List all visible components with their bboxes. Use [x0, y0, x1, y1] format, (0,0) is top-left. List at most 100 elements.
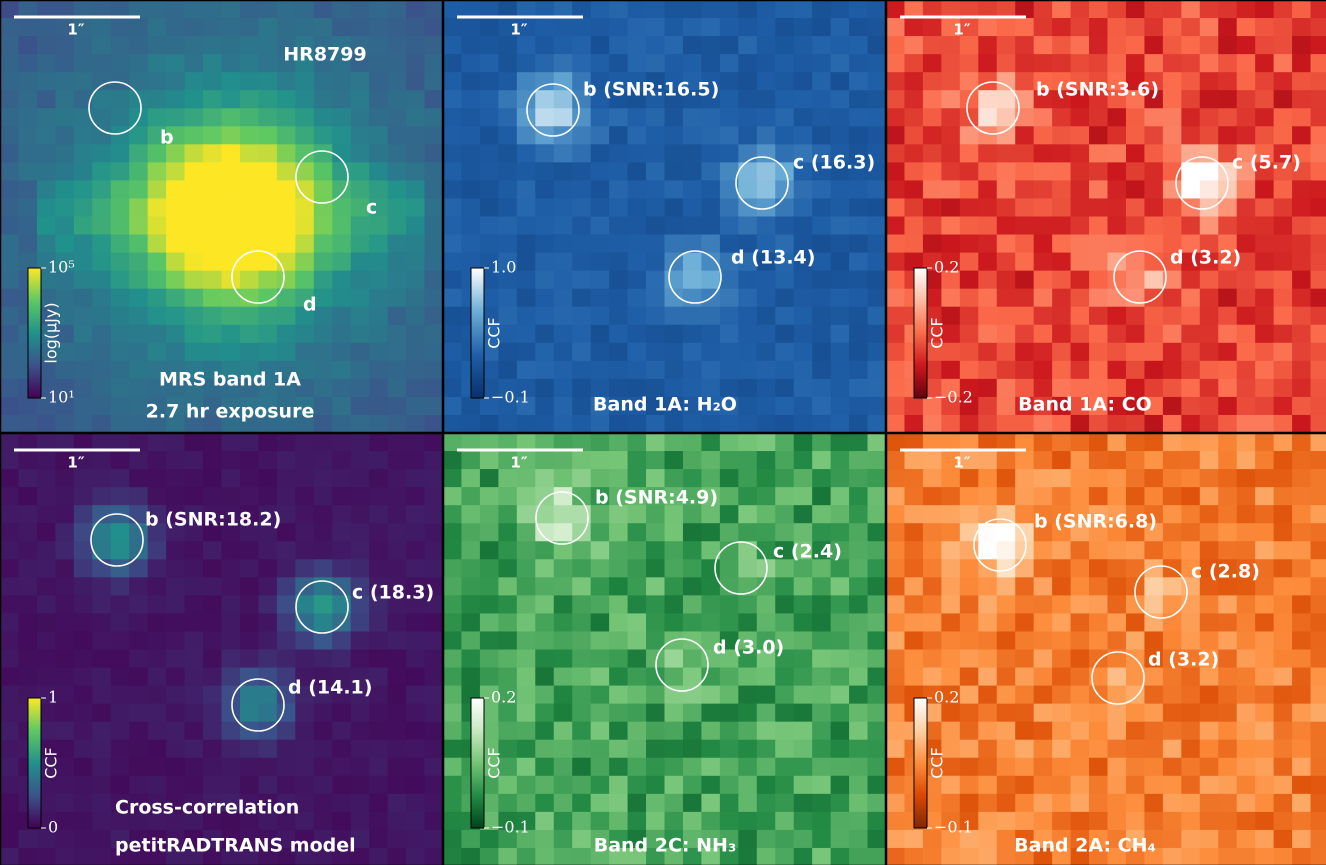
pixel: [867, 360, 887, 380]
pixel: [166, 451, 186, 470]
pixel: [1107, 396, 1127, 416]
pixel: [369, 342, 389, 362]
pixel: [793, 216, 813, 236]
pixel: [701, 487, 721, 506]
planet-circle: [735, 156, 789, 210]
pixel: [258, 757, 278, 777]
pixel: [184, 324, 204, 344]
pixel: [646, 288, 665, 308]
pixel: [92, 306, 112, 326]
pixel: [73, 757, 93, 777]
pixel: [184, 523, 204, 542]
pixel: [498, 631, 518, 650]
pixel: [1162, 252, 1182, 272]
pixel: [553, 703, 573, 723]
pixel: [221, 396, 241, 416]
pixel: [73, 505, 93, 524]
pixel: [36, 396, 56, 416]
pixel: [886, 667, 905, 687]
pixel: [590, 559, 610, 578]
pixel: [55, 451, 75, 470]
pixel: [978, 577, 998, 596]
pixel: [535, 126, 555, 145]
pixel: [239, 162, 259, 181]
pixel: [184, 126, 204, 145]
pixel: [1236, 36, 1256, 55]
pixel: [1033, 469, 1053, 488]
colorbar: [913, 267, 928, 399]
pixel: [1107, 847, 1127, 865]
pixel: [793, 559, 813, 578]
pixel: [221, 180, 241, 199]
pixel: [756, 451, 776, 470]
pixel: [1181, 451, 1201, 470]
pixel: [110, 685, 130, 705]
pixel: [793, 703, 813, 723]
pixel: [941, 433, 961, 452]
pixel: [1218, 505, 1238, 524]
pixel: [775, 414, 795, 434]
pixel: [498, 90, 518, 109]
pixel: [313, 739, 333, 759]
pixel: [775, 613, 795, 632]
pixel: [535, 360, 555, 380]
pixel: [572, 288, 592, 308]
pixel: [830, 613, 850, 632]
pixel: [1199, 414, 1219, 434]
pixel: [406, 595, 426, 614]
pixel: [1070, 198, 1090, 217]
pixel: [719, 451, 739, 470]
pixel: [313, 667, 333, 687]
pixel: [1273, 667, 1293, 687]
pixel: [978, 793, 998, 813]
pixel: [1273, 739, 1293, 759]
pixel: [1199, 54, 1219, 73]
pixel: [1015, 613, 1035, 632]
pixel: [461, 198, 481, 217]
pixel: [1255, 270, 1275, 290]
pixel: [738, 288, 758, 308]
pixel: [775, 703, 795, 723]
pixel: [978, 306, 998, 326]
pixel: [959, 306, 979, 326]
colorbar-tick-label: −0.1: [491, 388, 530, 407]
pixel: [424, 631, 444, 650]
pixel: [1089, 811, 1108, 831]
pixel: [1070, 775, 1090, 795]
pixel: [313, 811, 333, 831]
pixel: [498, 523, 518, 542]
pixel: [553, 234, 573, 254]
pixel: [443, 108, 462, 127]
pixel: [590, 360, 610, 380]
pixel: [886, 577, 905, 596]
pixel: [1273, 811, 1293, 831]
pixel: [73, 216, 93, 236]
pixel: [941, 775, 961, 795]
pixel: [0, 252, 19, 272]
pixel: [36, 451, 56, 470]
pixel: [36, 811, 56, 831]
pixel: [812, 775, 832, 795]
pixel: [1181, 757, 1201, 777]
pixel: [1144, 451, 1164, 470]
pixel: [295, 0, 315, 19]
pixel: [959, 162, 979, 181]
pixel: [498, 793, 518, 813]
pixel: [461, 36, 481, 55]
pixel: [129, 559, 149, 578]
pixel: [1236, 433, 1256, 452]
pixel: [0, 613, 19, 632]
pixel: [443, 577, 462, 596]
pixel: [406, 342, 426, 362]
pixel: [1015, 703, 1035, 723]
pixel: [406, 54, 426, 73]
pixel: [1273, 847, 1293, 865]
pixel: [701, 144, 721, 163]
pixel: [609, 559, 629, 578]
pixel: [1255, 847, 1275, 865]
pixel: [1292, 306, 1312, 326]
pixel: [1052, 90, 1072, 109]
pixel: [276, 90, 296, 109]
pixel: [55, 541, 75, 560]
pixel: [147, 378, 167, 398]
